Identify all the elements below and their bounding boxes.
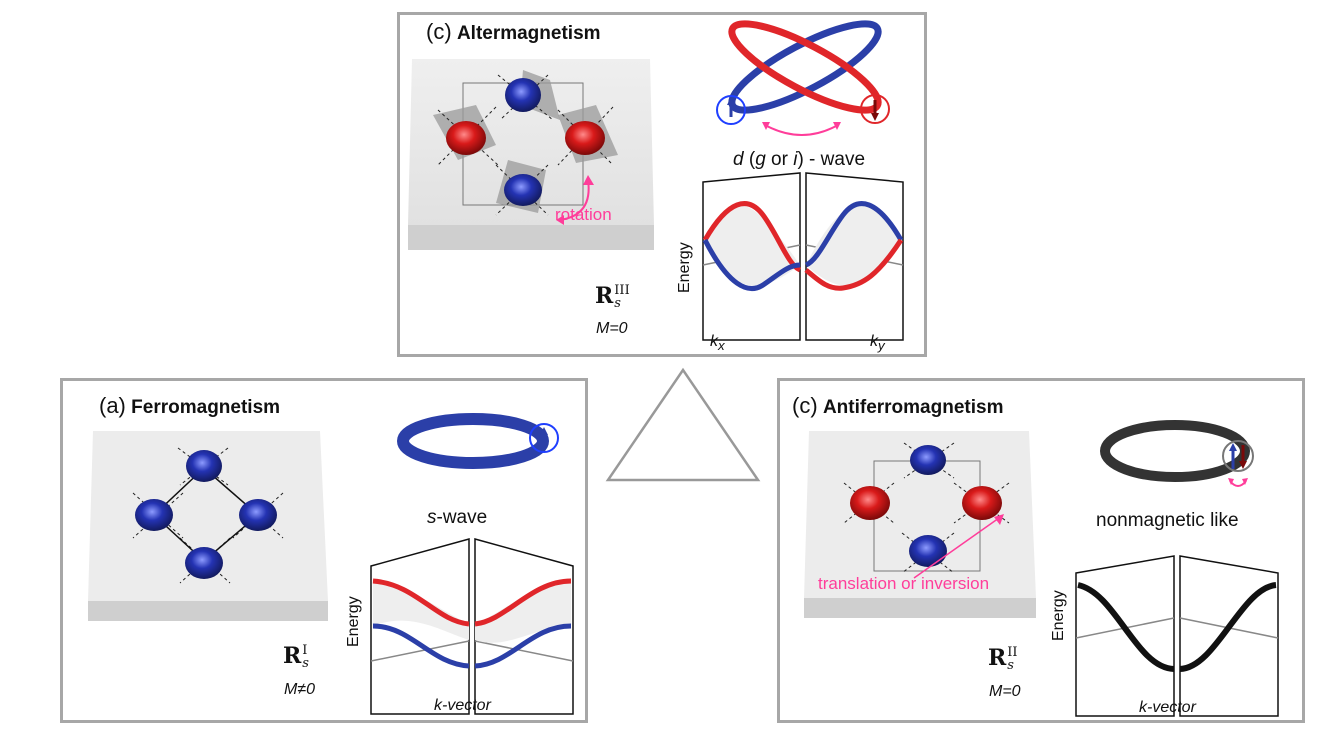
- degenerate-band: [1179, 582, 1277, 672]
- antiferromagnet-symmetry: R II s: [988, 645, 1018, 672]
- panel-name: Altermagnetism: [456, 23, 601, 44]
- altermagnet-magnetization: M=0: [596, 320, 628, 337]
- antiferromagnet-magnetization: M=0: [989, 683, 1021, 700]
- ferromagnet-energy-label: Energy: [345, 596, 362, 647]
- ferromagnetism-title: (a) Ferromagnetism: [99, 393, 280, 419]
- spin-up-band: [372, 623, 470, 669]
- kx-k: k: [710, 333, 718, 350]
- ferromagnet-wave-label: s-wave: [427, 507, 487, 529]
- altermagnetism-title: (c) Altermagnetism: [426, 19, 601, 45]
- degenerate-band: [1077, 582, 1175, 672]
- sym-base: R: [283, 643, 302, 669]
- spin-up-band: [474, 623, 572, 669]
- blue-moment-bottom: [909, 535, 947, 567]
- wave-text: -wave: [436, 507, 488, 528]
- ferromagnet-x-label: k-vector: [434, 697, 491, 714]
- antiferromagnet-ring: [1100, 420, 1254, 487]
- sym-base: R: [595, 283, 614, 309]
- antiferromagnet-wave-label: nonmagnetic like: [1096, 510, 1239, 531]
- ferromagnet-ring: [397, 413, 559, 469]
- ky-sub: y: [878, 338, 885, 354]
- altermagnet-wave-label: d (g or i) - wave: [733, 149, 865, 171]
- antiferromagnet-crystal: [804, 431, 1036, 618]
- wave-text: or: [765, 149, 794, 170]
- antiferromagnetism-title: (c) Antiferromagnetism: [792, 393, 1003, 419]
- spin-down-marker: [860, 94, 890, 124]
- panel-name: Antiferromagnetism: [822, 397, 1004, 418]
- panel-tag: (c): [792, 393, 818, 418]
- sym-sup: I: [302, 643, 308, 658]
- sym-sub: s: [614, 296, 621, 311]
- sym-sup: III: [614, 283, 630, 298]
- altermagnet-rings: [716, 20, 890, 136]
- translation-arrow: [913, 517, 1000, 579]
- ferromagnet-crystal: [88, 431, 328, 621]
- ferromagnetism-panel: (a) Ferromagnetism s-wave: [60, 378, 588, 723]
- triangle-symbol: [605, 367, 761, 482]
- blue-moment-top: [505, 78, 541, 112]
- kx-sub: x: [718, 338, 725, 354]
- altermagnet-crystal: [408, 59, 654, 250]
- altermagnet-symmetry: R III s: [595, 283, 630, 310]
- red-moment-left: [446, 121, 486, 155]
- sym-sub: s: [302, 656, 309, 671]
- sym-base: R: [988, 645, 1007, 671]
- spin-pair-marker: [1222, 440, 1254, 472]
- wave-symbol-s: s: [427, 507, 437, 528]
- translation-label: translation or inversion: [818, 574, 990, 593]
- kx-label: kx: [710, 333, 725, 353]
- blue-moment-top: [910, 445, 946, 475]
- spin-up-band-left: [702, 238, 801, 291]
- red-moment-left: [850, 486, 890, 520]
- ferromagnet-band-plot: [370, 538, 574, 715]
- antiferromagnet-band-plot: [1075, 555, 1279, 717]
- rotation-arrow: [559, 179, 590, 221]
- blue-moment-bottom: [185, 547, 223, 579]
- sym-sub: s: [1007, 658, 1014, 673]
- altermagnetism-panel: (c) Altermagnetism: [397, 12, 927, 357]
- ferromagnet-magnetization: M≠0: [284, 681, 316, 698]
- blue-moment-bottom: [504, 174, 542, 206]
- spin-down-band: [372, 578, 470, 627]
- antiferromagnet-energy-label: Energy: [1050, 590, 1067, 641]
- altermagnet-energy-label: Energy: [676, 242, 693, 293]
- panel-name: Ferromagnetism: [131, 397, 281, 418]
- red-moment-right: [962, 486, 1002, 520]
- spin-up-marker: [529, 423, 559, 453]
- panel-tag: (a): [99, 393, 126, 418]
- altermagnet-band-plot: [702, 172, 904, 341]
- wave-text: (: [743, 149, 756, 170]
- ky-k: k: [870, 333, 878, 350]
- spin-swap-arrow: [764, 124, 839, 136]
- wave-text: ) - wave: [797, 149, 866, 170]
- spin-down-band: [474, 578, 572, 627]
- spin-down-band-left: [702, 201, 802, 273]
- ky-label: ky: [870, 333, 885, 353]
- blue-moment-right: [239, 499, 277, 531]
- panel-tag: (c): [426, 19, 452, 44]
- red-moment-right: [565, 121, 605, 155]
- antiferromagnetism-panel: (c) Antiferromagnetism translation or in…: [777, 378, 1305, 723]
- blue-moment-left: [135, 499, 173, 531]
- blue-moment-top: [186, 450, 222, 482]
- spin-up-band-right: [804, 201, 904, 268]
- antiferromagnet-x-label: k-vector: [1139, 699, 1196, 716]
- spin-down-band-right: [804, 238, 904, 291]
- wave-symbol-d: d: [733, 149, 744, 170]
- wave-symbol-g: g: [755, 149, 766, 170]
- sym-sup: II: [1007, 645, 1018, 660]
- rotation-label: rotation: [555, 205, 612, 224]
- wave-symbol-i: i: [793, 149, 798, 170]
- spin-up-marker: [716, 95, 746, 125]
